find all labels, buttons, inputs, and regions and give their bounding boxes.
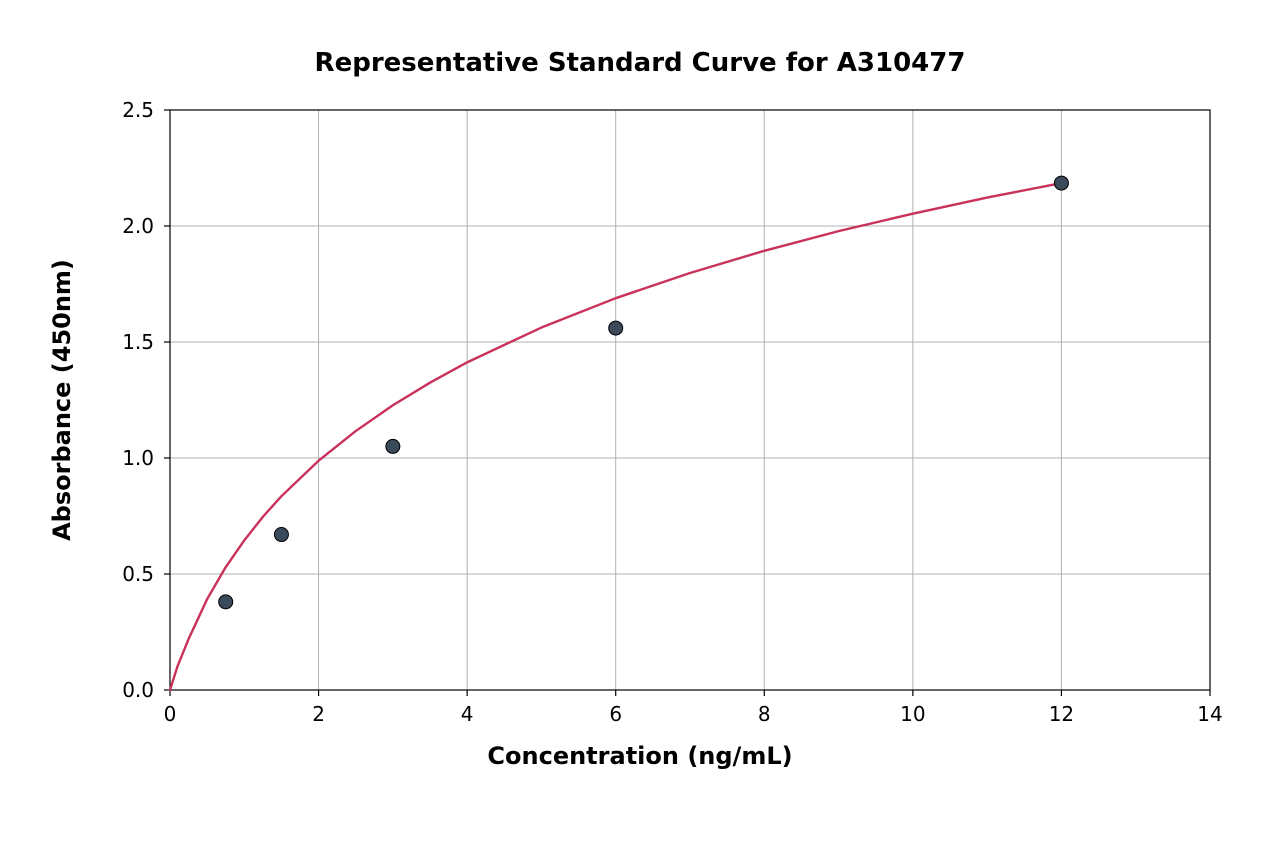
y-tick-label: 1.5 bbox=[104, 330, 154, 354]
plot-svg bbox=[0, 0, 1280, 845]
y-tick-label: 0.0 bbox=[104, 678, 154, 702]
y-tick-label: 2.5 bbox=[104, 98, 154, 122]
x-tick-label: 0 bbox=[164, 702, 177, 726]
x-tick-label: 12 bbox=[1049, 702, 1074, 726]
x-tick-label: 4 bbox=[461, 702, 474, 726]
x-tick-label: 6 bbox=[609, 702, 622, 726]
y-tick-label: 2.0 bbox=[104, 214, 154, 238]
y-tick-label: 0.5 bbox=[104, 562, 154, 586]
x-tick-label: 14 bbox=[1197, 702, 1222, 726]
y-tick-label: 1.0 bbox=[104, 446, 154, 470]
chart-container: Representative Standard Curve for A31047… bbox=[0, 0, 1280, 845]
x-tick-label: 10 bbox=[900, 702, 925, 726]
x-tick-label: 8 bbox=[758, 702, 771, 726]
x-tick-label: 2 bbox=[312, 702, 325, 726]
